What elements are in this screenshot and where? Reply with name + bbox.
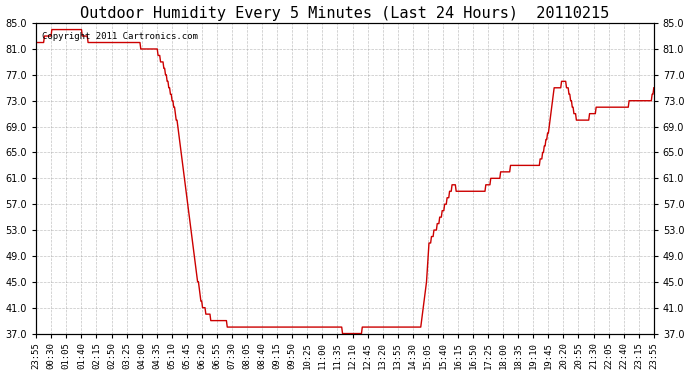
Title: Outdoor Humidity Every 5 Minutes (Last 24 Hours)  20110215: Outdoor Humidity Every 5 Minutes (Last 2… <box>80 6 610 21</box>
Text: Copyright 2011 Cartronics.com: Copyright 2011 Cartronics.com <box>42 32 198 41</box>
